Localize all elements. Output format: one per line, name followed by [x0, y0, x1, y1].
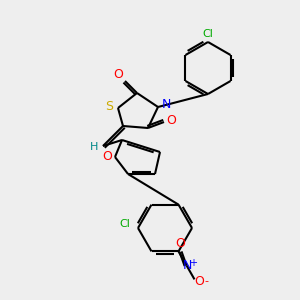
Text: Cl: Cl	[202, 29, 213, 39]
Text: N: N	[183, 259, 192, 272]
Text: O: O	[102, 151, 112, 164]
Text: +: +	[190, 258, 197, 268]
Text: N: N	[161, 98, 171, 112]
Text: S: S	[105, 100, 113, 113]
Text: O: O	[176, 237, 185, 250]
Text: O: O	[195, 275, 204, 288]
Text: O: O	[113, 68, 123, 82]
Text: O: O	[166, 115, 176, 128]
Text: H: H	[90, 142, 98, 152]
Text: Cl: Cl	[120, 219, 130, 229]
Text: -: -	[205, 276, 208, 286]
